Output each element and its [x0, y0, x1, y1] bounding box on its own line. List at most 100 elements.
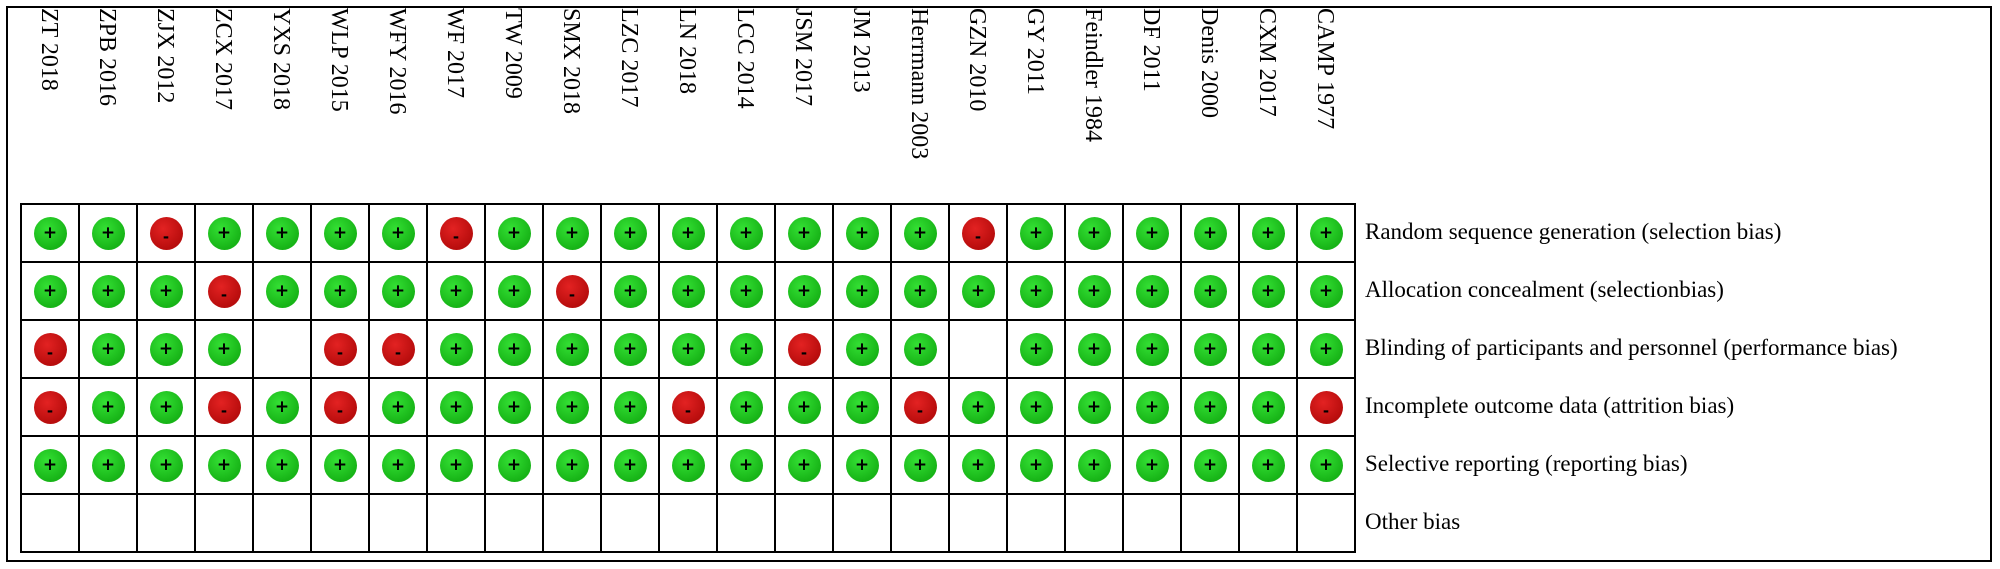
risk-of-bias-summary-frame [6, 6, 1992, 562]
low-risk-icon: + [787, 448, 821, 482]
low-risk-icon: + [1193, 448, 1227, 482]
judgement-cell: - [948, 203, 1008, 263]
domain-row: + + - + + + + - + + + + + + + + - + + + + + + [20, 203, 1356, 263]
judgement-cell: + [1180, 261, 1240, 321]
high-risk-icon: - [323, 390, 357, 424]
study-name: TW 2009 [500, 8, 526, 99]
judgement-cell [252, 319, 312, 379]
low-risk-icon: + [845, 216, 879, 250]
low-risk-icon: + [1135, 216, 1169, 250]
judgement-cell [890, 493, 950, 553]
low-risk-icon: + [903, 332, 937, 366]
study-name: ZJX 2012 [152, 8, 178, 104]
study-name: JM 2013 [848, 8, 874, 93]
judgement-cell: + [310, 203, 370, 263]
judgement-cell: + [78, 261, 138, 321]
judgement-cell [20, 493, 80, 553]
low-risk-icon: + [1077, 332, 1111, 366]
judgement-cell: + [426, 377, 486, 437]
judgement-cell: + [484, 261, 544, 321]
judgement-cell: + [832, 377, 892, 437]
domain-label: Incomplete outcome data (attrition bias) [1365, 393, 1735, 418]
judgement-cell: + [136, 319, 196, 379]
judgement-cell: + [426, 319, 486, 379]
judgement-cell: + [1006, 377, 1066, 437]
judgement-cell: + [832, 203, 892, 263]
study-name: Herrmann 2003 [906, 8, 932, 160]
study-name: CAMP 1977 [1312, 8, 1338, 130]
study-label: CXM 2017 [1238, 8, 1296, 198]
domain-row: - + + + - - + + + + + + - + + + + + + + + [20, 319, 1356, 379]
low-risk-icon: + [1251, 274, 1285, 308]
low-risk-icon: + [729, 332, 763, 366]
judgement-cell: + [832, 435, 892, 495]
study-label: GY 2011 [1006, 8, 1064, 198]
study-label: LN 2018 [658, 8, 716, 198]
judgement-cell [658, 493, 718, 553]
domain-label: Selective reporting (reporting bias) [1365, 451, 1688, 476]
low-risk-icon: + [1077, 216, 1111, 250]
low-risk-icon: + [1019, 274, 1053, 308]
judgement-cell: + [1006, 261, 1066, 321]
study-name: CXM 2017 [1254, 8, 1280, 117]
study-name: LN 2018 [674, 8, 700, 94]
high-risk-icon: - [671, 390, 705, 424]
judgement-cell [1296, 493, 1356, 553]
judgement-cell: + [890, 261, 950, 321]
judgement-cell: - [890, 377, 950, 437]
judgement-cell: + [1180, 319, 1240, 379]
high-risk-icon: - [961, 216, 995, 250]
high-risk-icon: - [149, 216, 183, 250]
judgement-cell [774, 493, 834, 553]
judgement-cell: + [252, 203, 312, 263]
low-risk-icon: + [729, 216, 763, 250]
low-risk-icon: + [439, 332, 473, 366]
judgement-cell: + [658, 435, 718, 495]
high-risk-icon: - [555, 274, 589, 308]
low-risk-icon: + [1077, 390, 1111, 424]
study-name: SMX 2018 [558, 8, 584, 115]
low-risk-icon: + [149, 274, 183, 308]
low-risk-icon: + [33, 274, 67, 308]
low-risk-icon: + [381, 390, 415, 424]
judgement-cell: + [194, 203, 254, 263]
judgement-cell: + [1238, 377, 1298, 437]
judgement-cell [1006, 493, 1066, 553]
study-label: ZJX 2012 [136, 8, 194, 198]
domain-row: - + + - + - + + + + + - + + + - + + + + + + - [20, 377, 1356, 437]
judgement-cell: - [194, 377, 254, 437]
judgement-cell: + [20, 203, 80, 263]
low-risk-icon: + [381, 274, 415, 308]
judgement-cell: + [1122, 377, 1182, 437]
judgement-cell: + [716, 435, 776, 495]
low-risk-icon: + [613, 216, 647, 250]
low-risk-icon: + [381, 448, 415, 482]
judgement-cell: + [1180, 435, 1240, 495]
judgement-cell: + [658, 261, 718, 321]
judgement-cell: + [1064, 319, 1124, 379]
judgement-cell: + [948, 261, 1008, 321]
low-risk-icon: + [1019, 216, 1053, 250]
judgement-cell [194, 493, 254, 553]
low-risk-icon: + [671, 448, 705, 482]
high-risk-icon: - [33, 390, 67, 424]
judgement-cell: + [1122, 435, 1182, 495]
study-name: ZCX 2017 [210, 8, 236, 110]
judgement-cell: - [368, 319, 428, 379]
low-risk-icon: + [323, 448, 357, 482]
study-label: YXS 2018 [252, 8, 310, 198]
judgement-cell: + [1006, 435, 1066, 495]
low-risk-icon: + [497, 448, 531, 482]
judgement-cell: + [774, 377, 834, 437]
judgement-cell [832, 493, 892, 553]
judgement-cell: + [20, 435, 80, 495]
judgement-cell: - [20, 319, 80, 379]
low-risk-icon: + [1251, 332, 1285, 366]
judgement-cell: + [78, 435, 138, 495]
judgement-cell: + [542, 319, 602, 379]
judgement-cell: + [774, 435, 834, 495]
judgement-cell [78, 493, 138, 553]
judgement-cell: + [1296, 319, 1356, 379]
low-risk-icon: + [1309, 332, 1343, 366]
low-risk-icon: + [207, 448, 241, 482]
